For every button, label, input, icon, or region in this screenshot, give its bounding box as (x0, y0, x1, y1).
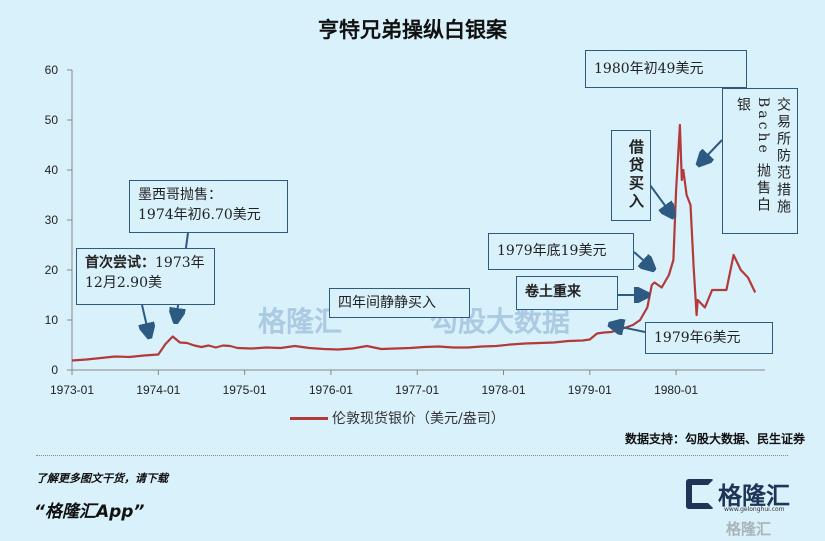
legend-label: 伦敦现货银价（美元/盎司） (332, 411, 505, 427)
annotation-mexico: 墨西哥抛售： 1974年初6.70美元 (129, 180, 288, 233)
x-tick-label: 1973-01 (50, 383, 94, 397)
annotation-first-try-rest: 1973年12月2.90美 (85, 255, 205, 291)
annotation-first-try: 首次尝试：1973年12月2.90美 (76, 248, 215, 305)
annotation-june1979: 1979年6美元 (645, 322, 773, 354)
y-tick-label: 10 (45, 313, 59, 327)
y-tick-label: 60 (45, 63, 59, 77)
promo-line1: 了解更多图文干货，请下载 (36, 472, 168, 485)
x-tick-label: 1975-01 (223, 383, 267, 397)
watermark-gelonghui: 格隆汇 (258, 305, 343, 338)
data-source: 数据支持：勾股大数据、民生证券 (624, 432, 805, 446)
series-line-silver-price (71, 123, 757, 362)
annotation-exchange-col2: Bache 抛售白银 (735, 97, 771, 215)
logo-name: 格隆汇 (718, 482, 790, 510)
divider (36, 455, 788, 456)
annotation-mexico-line1: 墨西哥抛售： (138, 187, 222, 203)
y-tick-label: 20 (45, 263, 59, 277)
x-tick-label: 1978-01 (481, 383, 525, 397)
annotation-mexico-line2: 1974年初6.70美元 (138, 207, 261, 223)
annotation-first-try-bold: 首次尝试： (85, 255, 155, 271)
y-tick-label: 30 (45, 213, 59, 227)
annotation-exchange: 交易所防范措施 Bache 抛售白银 (722, 88, 798, 234)
annotation-comeback: 卷土重来 (516, 276, 618, 310)
legend-swatch (290, 416, 328, 420)
logo-g-icon (686, 478, 714, 509)
y-tick-label: 40 (45, 163, 59, 177)
logo: 格隆汇 (686, 476, 790, 511)
x-tick-label: 1980-01 (654, 383, 698, 397)
watermark-bottom: 格隆汇 (726, 520, 772, 538)
annotation-peak: 1980年初49美元 (585, 50, 747, 88)
annotation-quiet: 四年间静静买入 (329, 288, 470, 318)
x-tick-label: 1976-01 (309, 383, 353, 397)
x-tick-label: 1974-01 (136, 383, 180, 397)
legend: 伦敦现货银价（美元/盎司） (290, 408, 505, 428)
x-tick-label: 1977-01 (395, 383, 439, 397)
promo-line2: “格隆汇App” (34, 502, 145, 522)
y-tick-label: 50 (45, 113, 59, 127)
annotation-borrow: 借贷买入 (611, 130, 651, 221)
annotation-exchange-col1: 交易所防范措施 (775, 97, 791, 216)
x-tick-label: 1979-01 (568, 383, 612, 397)
chart-title: 亨特兄弟操纵白银案 (318, 18, 507, 42)
chart-svg: 0 10 20 30 40 50 60 1973-01 1974-01 1975-01 1976-0… (45, 63, 765, 397)
logo-url: www.gelonghui.com (724, 506, 785, 513)
y-tick-label: 0 (51, 363, 58, 377)
annotation-end1979: 1979年底19美元 (488, 233, 634, 270)
